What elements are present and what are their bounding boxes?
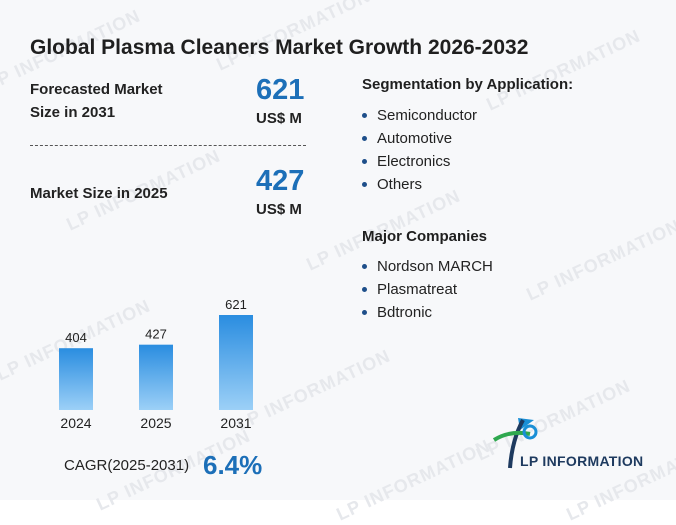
forecast-label: Forecasted Market Size in 2031 [30, 78, 163, 124]
logo-text: LP INFORMATION [520, 453, 644, 469]
bullet-icon [362, 113, 367, 118]
list-item: Others [362, 173, 477, 196]
bullet-icon [362, 287, 367, 292]
bar-2025 [139, 344, 173, 410]
data-label: 427 [145, 327, 167, 342]
bar-2031 [219, 315, 253, 410]
bullet-icon [362, 159, 367, 164]
logo-stroke-icon [508, 419, 525, 469]
data-label: 621 [225, 297, 247, 312]
list-item: Plasmatreat [362, 278, 493, 301]
forecast-unit: US$ M [256, 110, 302, 127]
companies-list: Nordson MARCH Plasmatreat Bdtronic [362, 255, 493, 324]
logo-circle-icon [522, 424, 538, 440]
segmentation-item: Electronics [377, 153, 451, 170]
x-tick-label: 2025 [140, 415, 171, 431]
watermark-text: LP INFORMATION [523, 215, 676, 305]
segmentation-item: Others [377, 176, 423, 193]
forecast-value: 621 [256, 74, 305, 106]
segmentation-item: Semiconductor [377, 107, 478, 124]
segmentation-item: Automotive [377, 130, 453, 147]
company-item: Plasmatreat [377, 281, 458, 298]
watermark-text: LP INFORMATION [333, 435, 494, 525]
forecast-label-line1: Forecasted Market [30, 81, 163, 98]
companies-title: Major Companies [362, 228, 488, 245]
bullet-icon [362, 264, 367, 269]
x-tick-label: 2031 [220, 415, 251, 431]
forecast-label-line2: Size in 2031 [30, 104, 116, 121]
list-item: Automotive [362, 127, 477, 150]
list-item: Nordson MARCH [362, 255, 493, 278]
cagr-value: 6.4% [203, 450, 263, 480]
list-item: Semiconductor [362, 104, 477, 127]
list-item: Electronics [362, 150, 477, 173]
logo-swoosh-icon [492, 430, 531, 442]
bar-2024 [59, 348, 93, 410]
segmentation-list: Semiconductor Automotive Electronics Oth… [362, 104, 477, 196]
metric-divider [30, 145, 306, 146]
bar-chart: 404 2024 427 2025 621 2031 [59, 297, 253, 431]
current-value: 427 [256, 165, 305, 197]
bullet-icon [362, 310, 367, 315]
lp-information-logo [492, 418, 538, 469]
data-label: 404 [65, 330, 87, 345]
page-title: Global Plasma Cleaners Market Growth 202… [30, 36, 529, 59]
x-tick-label: 2024 [60, 415, 91, 431]
segmentation-title: Segmentation by Application: [362, 76, 574, 93]
bullet-icon [362, 182, 367, 187]
bullet-icon [362, 136, 367, 141]
current-label: Market Size in 2025 [30, 185, 168, 202]
list-item: Bdtronic [362, 301, 493, 324]
cagr-label: CAGR(2025-2031) [64, 457, 190, 474]
company-item: Nordson MARCH [377, 258, 493, 275]
company-item: Bdtronic [377, 304, 433, 321]
current-unit: US$ M [256, 201, 302, 218]
